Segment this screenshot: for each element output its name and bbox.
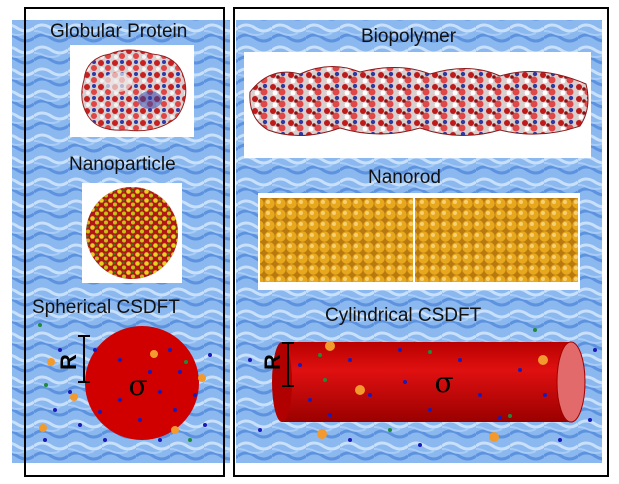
cylinder-charge-label: σ [434,366,453,399]
csdft-cylinder-cap [556,341,586,423]
spherical-csdft-label: Spherical CSDFT [32,297,180,318]
cylindrical-csdft-model [272,341,586,423]
sphere-ions [38,323,212,442]
biopolymer-surface [249,66,589,137]
right-panel-frame [233,7,609,477]
left-panel-frame [24,7,225,477]
nanoparticle-sphere [86,187,178,279]
biopolymer-label: Biopolymer [361,26,457,47]
globular-protein-label: Globular Protein [50,21,188,42]
cylinder-ions [248,328,597,447]
nanorod-label: Nanorod [368,167,441,188]
sphere-charge-label: σ [128,369,147,402]
sphere-radius-label: R [56,354,81,370]
globular-protein-surface [81,49,187,132]
csdft-cylinder-body [282,342,571,422]
spherical-csdft-model [78,326,199,440]
nanorod-lattice [260,196,578,284]
csdft-sphere [85,326,199,440]
nanoparticle-label: Nanoparticle [69,154,176,175]
cylindrical-csdft-label: Cylindrical CSDFT [325,305,482,326]
cylinder-radius-label: R [260,354,285,370]
